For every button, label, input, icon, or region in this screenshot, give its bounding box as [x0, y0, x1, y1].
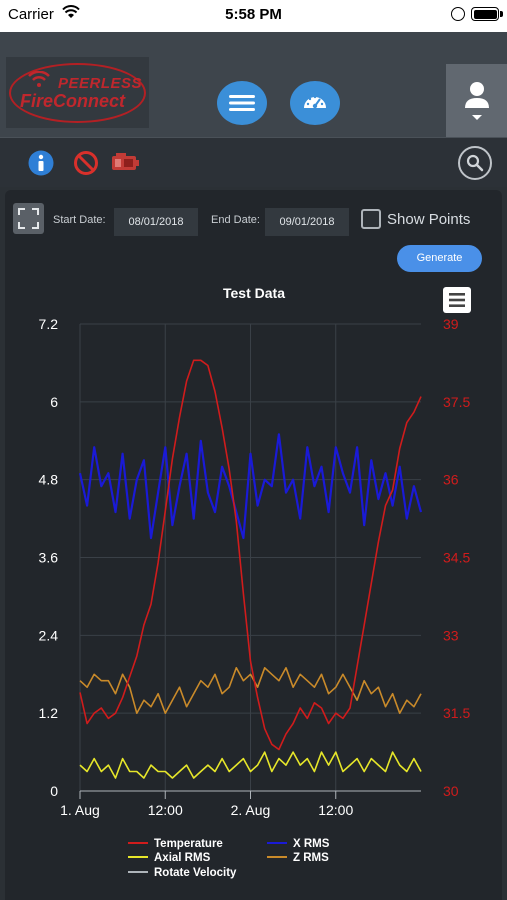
status-bar: Carrier 5:58 PM: [0, 0, 507, 32]
legend-item[interactable]: Temperature: [128, 838, 223, 850]
y-right-tick-label: 37.5: [443, 394, 470, 410]
export-menu-button[interactable]: [443, 287, 471, 313]
legend-item[interactable]: Axial RMS: [128, 852, 211, 864]
legend-item[interactable]: Rotate Velocity: [128, 867, 237, 879]
x-tick-label: 12:00: [318, 802, 353, 818]
no-entry-icon[interactable]: [73, 150, 99, 181]
battery-icon: [471, 7, 499, 21]
wifi-icon: [62, 5, 80, 23]
logo-text-top: PEERLESS: [58, 75, 143, 92]
search-icon: [466, 154, 484, 172]
y-left-tick-label: 2.4: [39, 627, 59, 643]
x-tick-label: 2. Aug: [231, 802, 271, 818]
legend-label: Z RMS: [293, 852, 329, 864]
y-left-tick-label: 4.8: [39, 472, 59, 488]
x-tick-label: 12:00: [148, 802, 183, 818]
speedometer-icon: [304, 95, 326, 109]
y-right-tick-label: 34.5: [443, 550, 470, 566]
info-icon[interactable]: [28, 150, 54, 181]
battery-tip: [500, 11, 503, 17]
logo-text-bottom: FireConnect: [20, 91, 126, 111]
orientation-lock-icon: [451, 7, 465, 21]
end-date-input[interactable]: [265, 208, 349, 236]
y-left-tick-label: 1.2: [39, 705, 59, 721]
chart-panel: [5, 190, 502, 900]
legend-label: Axial RMS: [154, 852, 211, 864]
show-points-label[interactable]: Show Points: [387, 211, 471, 228]
axial-rms-series-line: [79, 751, 422, 779]
show-points-checkbox[interactable]: [361, 209, 381, 229]
z-rms-series-line: [79, 666, 422, 715]
chart: Test Data 0 30 1.2 31.5 2.4 33 3.6 34.5 4.8 36 6 37…: [39, 285, 471, 879]
legend-item[interactable]: Z RMS: [267, 852, 329, 864]
search-button[interactable]: [458, 146, 492, 180]
y-left-tick-label: 7.2: [39, 316, 59, 332]
end-date-label: End Date:: [211, 214, 260, 226]
legend-label: Rotate Velocity: [154, 867, 237, 879]
y-right-tick-label: 39: [443, 316, 459, 332]
y-left-tick-label: 6: [50, 394, 58, 410]
legend-item[interactable]: X RMS: [267, 838, 330, 850]
x-rms-series-line: [78, 433, 423, 540]
y-right-tick-label: 31.5: [443, 705, 470, 721]
app-header: PEERLESS FireConnect: [0, 32, 507, 168]
temperature-series-line: [79, 359, 422, 751]
y-right-tick-label: 36: [443, 472, 459, 488]
chart-title: Test Data: [223, 285, 285, 301]
legend-label: Temperature: [154, 838, 223, 850]
y-right-tick-label: 30: [443, 783, 459, 799]
x-tick-label: 1. Aug: [60, 802, 100, 818]
dashboard-button[interactable]: [290, 81, 340, 125]
carrier-label: Carrier: [8, 6, 54, 23]
y-right-tick-label: 33: [443, 627, 459, 643]
menu-button[interactable]: [217, 81, 267, 125]
expand-icon: [18, 208, 39, 229]
user-icon: [465, 82, 489, 120]
start-date-input[interactable]: [114, 208, 198, 236]
fullscreen-button[interactable]: [13, 203, 44, 234]
generate-button[interactable]: Generate: [397, 245, 482, 272]
y-left-tick-label: 0: [50, 783, 58, 799]
company-logo: PEERLESS FireConnect: [6, 57, 149, 128]
y-left-tick-label: 3.6: [39, 550, 59, 566]
pump-icon[interactable]: [110, 150, 140, 181]
hamburger-menu-icon: [229, 95, 255, 111]
toolbar: [0, 137, 507, 187]
legend-label: X RMS: [293, 838, 330, 850]
start-date-label: Start Date:: [53, 214, 106, 226]
clock: 5:58 PM: [225, 6, 282, 23]
